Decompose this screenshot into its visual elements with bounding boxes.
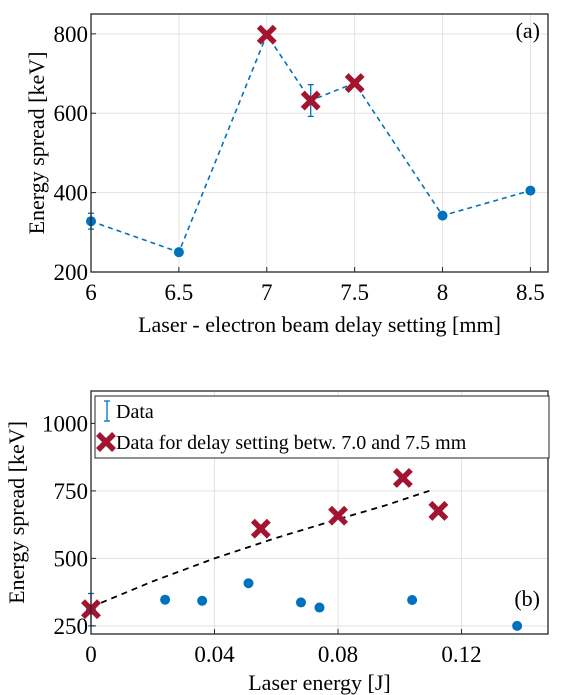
panel-b-ticks: 0 0.04 0.08 0.12 250 500 750 1000 bbox=[42, 411, 482, 667]
x-tick-label: 7 bbox=[261, 280, 273, 305]
data-point bbox=[197, 595, 208, 606]
y-tick-label: 500 bbox=[54, 546, 89, 571]
legend-cross bbox=[96, 432, 116, 452]
delay-data-point-stroke-2 bbox=[392, 467, 413, 488]
delay-data-point bbox=[250, 518, 271, 539]
panel-b-y-axis-title: Energy spread [keV] bbox=[4, 421, 29, 604]
legend-entry-delay-data: Data for delay setting betw. 7.0 and 7.5… bbox=[116, 432, 467, 454]
data-point bbox=[295, 597, 306, 608]
delay-data-point bbox=[300, 90, 321, 111]
panel-b-fit-line bbox=[90, 489, 431, 608]
y-tick-label: 250 bbox=[54, 614, 89, 639]
x-tick-label: 6 bbox=[85, 280, 97, 305]
panel-b-markers bbox=[81, 467, 523, 631]
x-tick-label: 7.5 bbox=[340, 280, 369, 305]
y-tick-label: 1000 bbox=[42, 411, 88, 436]
delay-data-point-stroke-2 bbox=[250, 518, 271, 539]
delay-data-point-stroke-2 bbox=[428, 500, 449, 521]
panel-b: 0 0.04 0.08 0.12 250 500 750 1000 Data Data for… bbox=[4, 390, 550, 695]
legend-errorbar bbox=[104, 400, 110, 422]
panel-a: 6 6.5 7 7.5 8 8.5 200 400 600 800 (a) Laser - ele… bbox=[24, 13, 549, 337]
x-tick-label: 0.12 bbox=[441, 642, 481, 667]
fit-line bbox=[90, 489, 431, 608]
panel-b-legend: Data Data for delay setting betw. 7.0 an… bbox=[94, 395, 550, 459]
x-tick-label: 0 bbox=[85, 642, 97, 667]
panel-a-ticks: 6 6.5 7 7.5 8 8.5 200 400 600 800 bbox=[54, 22, 545, 305]
y-tick-label: 750 bbox=[54, 479, 89, 504]
y-tick-label: 200 bbox=[54, 260, 89, 285]
x-tick-label: 8.5 bbox=[516, 280, 545, 305]
x-tick-label: 6.5 bbox=[165, 280, 194, 305]
delay-data-point bbox=[256, 24, 277, 45]
y-tick-label: 600 bbox=[54, 101, 89, 126]
delay-data-point bbox=[392, 467, 413, 488]
x-tick-label: 0.08 bbox=[318, 642, 358, 667]
panel-a-y-axis-title: Energy spread [keV] bbox=[24, 52, 49, 235]
panel-a-grid bbox=[90, 14, 548, 273]
panel-a-x-axis-title: Laser - electron beam delay setting [mm] bbox=[138, 312, 501, 337]
data-point bbox=[525, 185, 536, 196]
data-point bbox=[407, 594, 418, 605]
y-tick-label: 800 bbox=[54, 22, 89, 47]
data-point bbox=[314, 602, 325, 613]
delay-data-point-stroke-2 bbox=[300, 90, 321, 111]
x-tick-label: 0.04 bbox=[194, 642, 235, 667]
delay-data-point-stroke-2 bbox=[328, 505, 348, 526]
legend-errorbar-icon bbox=[104, 400, 110, 422]
legend-entry-data: Data bbox=[116, 401, 154, 423]
delay-data-point-stroke-2 bbox=[344, 73, 365, 94]
panel-b-label: (b) bbox=[514, 586, 540, 611]
panel-b-x-axis-title: Laser energy [J] bbox=[248, 670, 391, 695]
dashed-connecting-line bbox=[90, 32, 531, 254]
legend-box bbox=[94, 395, 550, 459]
data-point bbox=[437, 210, 448, 221]
data-point bbox=[243, 578, 254, 589]
panel-a-axes-frame bbox=[90, 13, 549, 273]
panel-a-markers bbox=[86, 24, 536, 258]
delay-data-point-stroke-2 bbox=[256, 24, 277, 45]
legend-cross-icon bbox=[96, 432, 116, 452]
delay-data-point bbox=[428, 500, 449, 521]
panel-a-connecting-line bbox=[90, 32, 531, 254]
legend-cross-stroke-2 bbox=[96, 432, 116, 452]
y-tick-label: 400 bbox=[54, 181, 89, 206]
data-point bbox=[160, 594, 171, 605]
x-tick-label: 8 bbox=[437, 280, 449, 305]
delay-data-point bbox=[328, 505, 348, 526]
data-point bbox=[173, 247, 184, 258]
delay-data-point bbox=[344, 73, 365, 94]
panel-a-label: (a) bbox=[516, 18, 540, 43]
panel-b-axes-frame bbox=[90, 390, 549, 635]
data-point bbox=[512, 620, 523, 631]
